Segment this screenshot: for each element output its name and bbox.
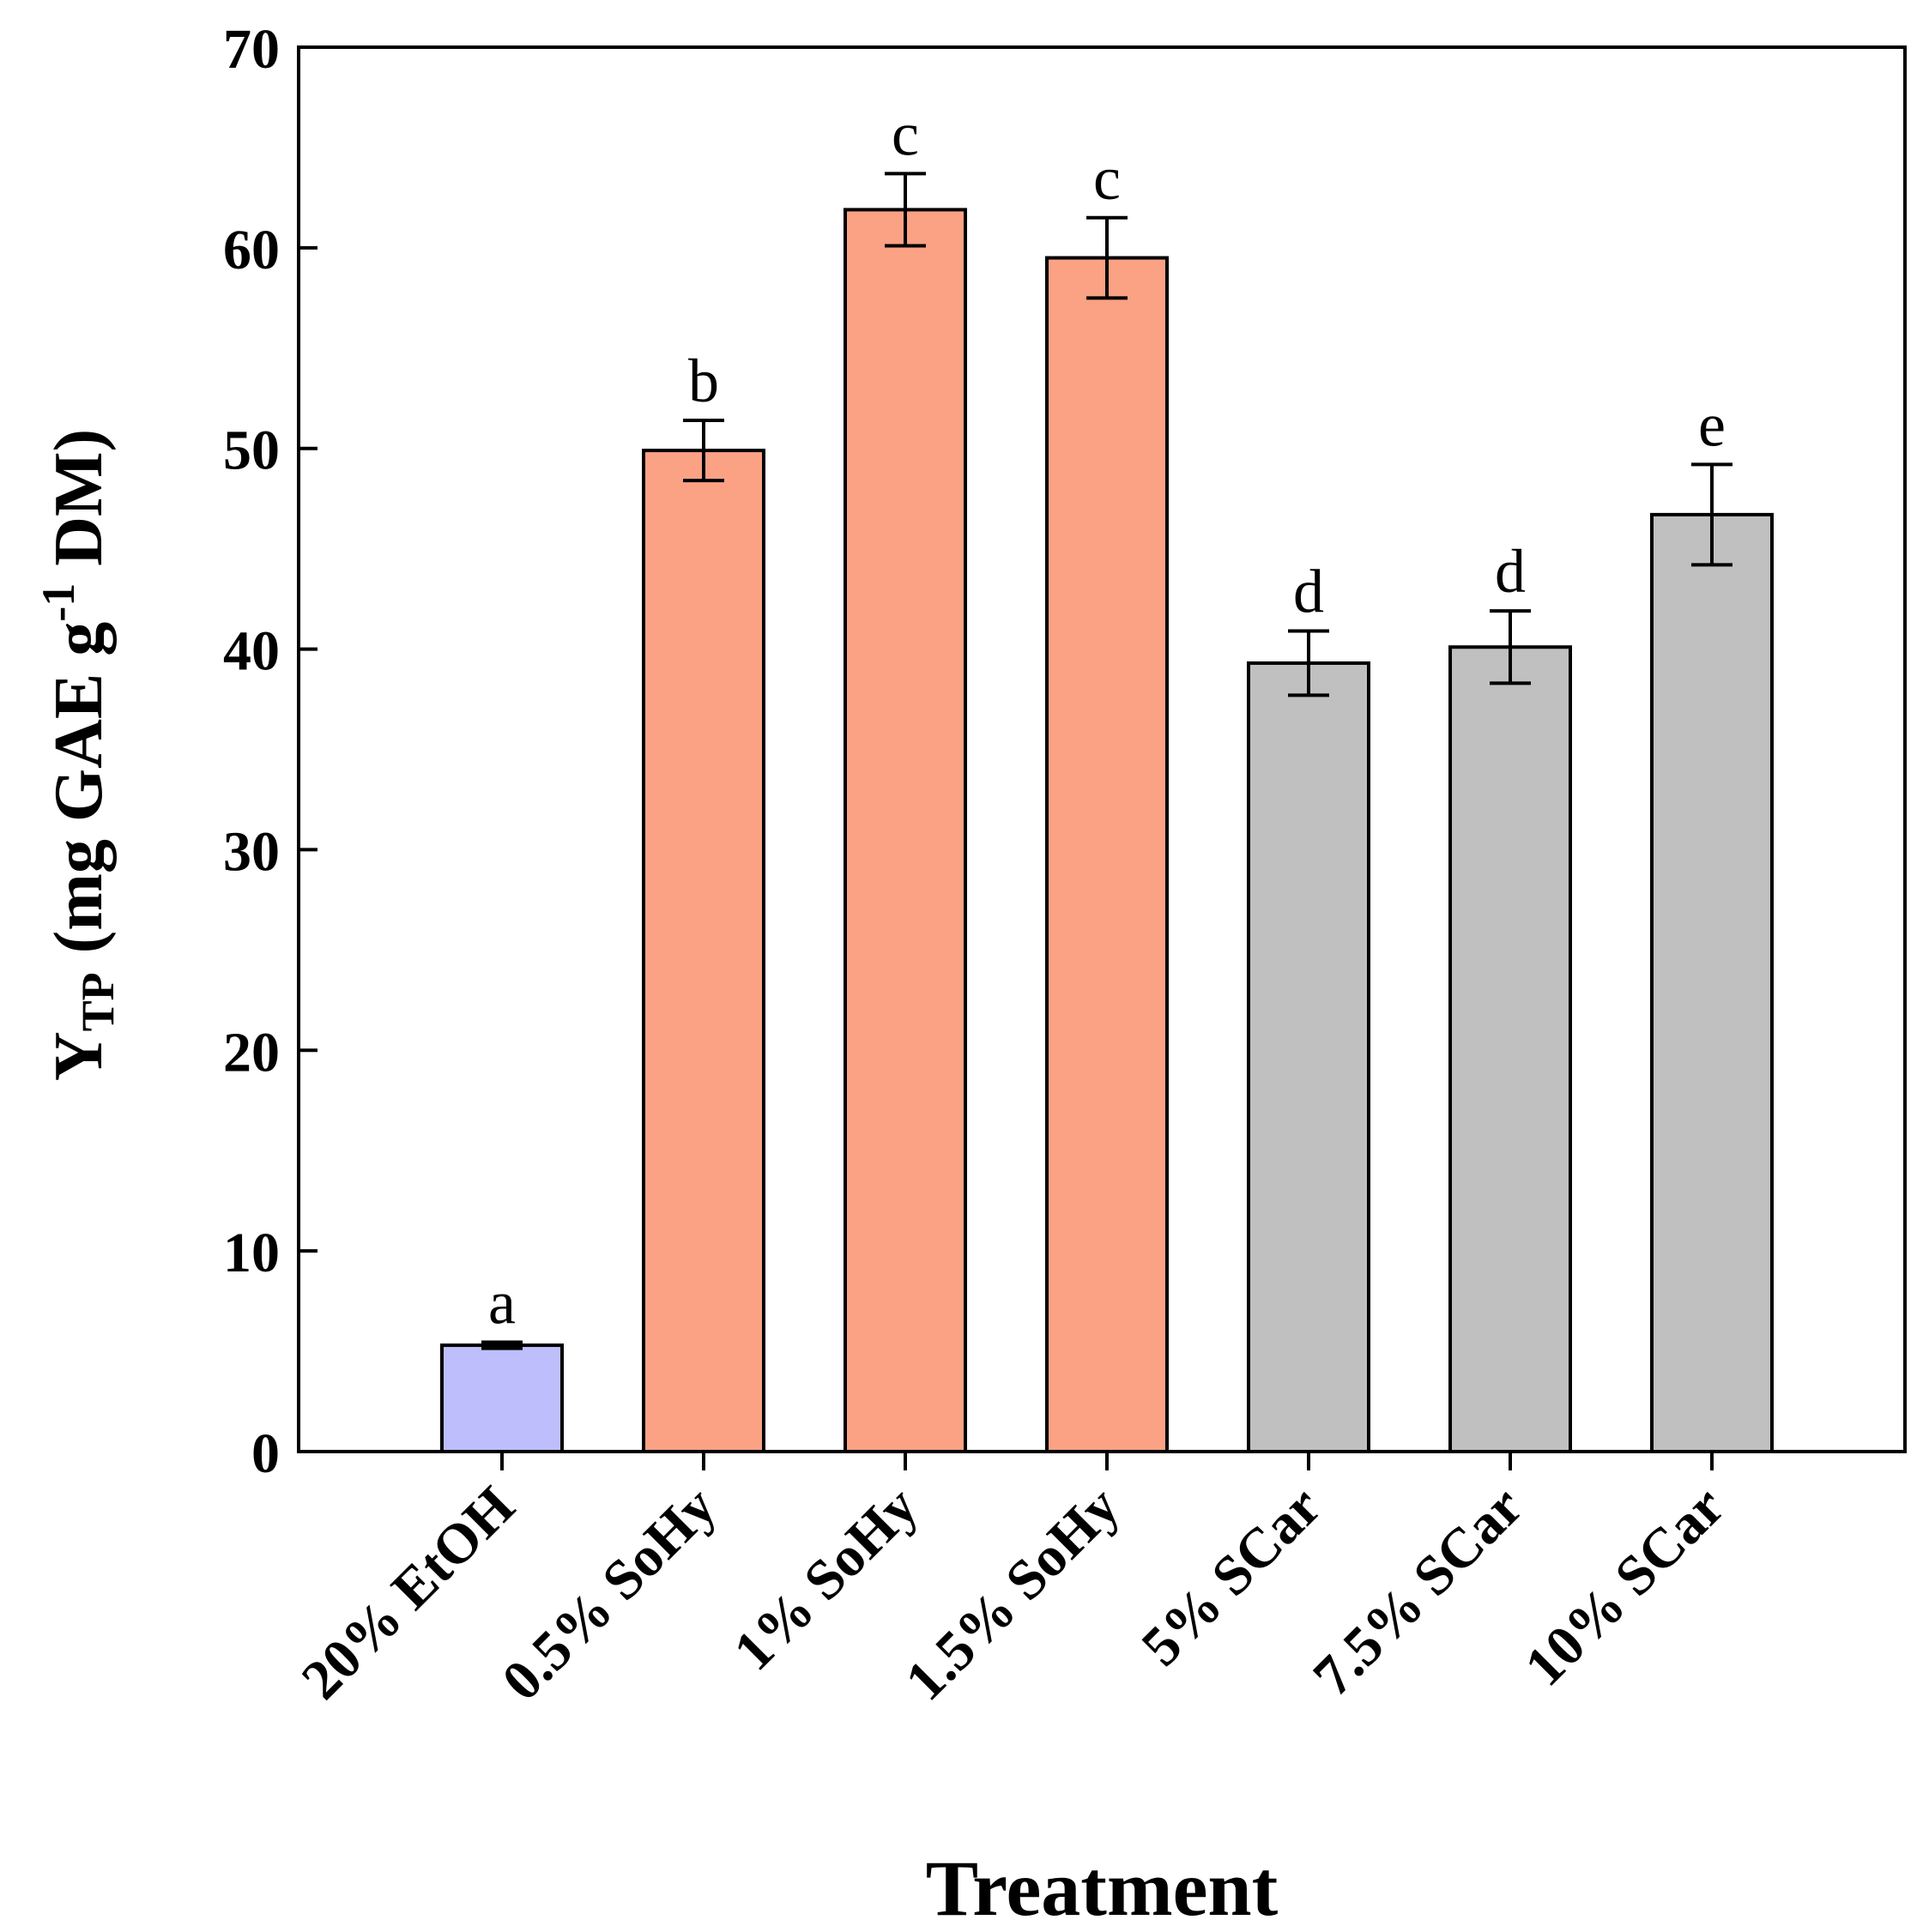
- significance-letters-group: a b c c d d e: [488, 100, 1726, 1337]
- x-tick-label: 1% SoHy: [722, 1475, 929, 1682]
- significance-letter: c: [1093, 144, 1121, 213]
- y-axis-title-units: (mg GAE g: [41, 622, 117, 954]
- y-tick-label: 0: [251, 1422, 280, 1485]
- bar: [844, 208, 967, 1453]
- y-axis-title: YTP (mg GAE g-1 DM): [33, 429, 124, 1081]
- y-axis-title-units-suffix: DM): [41, 429, 117, 583]
- y-axis-title-main: Y: [41, 1031, 117, 1081]
- error-bars-group: [481, 172, 1732, 1350]
- y-axis-ticks: 0 10 20 30 40 50 60 70: [223, 18, 317, 1485]
- y-axis-title-subscript: TP: [72, 972, 124, 1031]
- y-tick-label: 20: [223, 1021, 280, 1084]
- x-tick-label: 1.5% SoHy: [893, 1475, 1131, 1712]
- significance-letter: c: [892, 100, 919, 168]
- x-tick-label: 20% EtOH: [290, 1475, 527, 1712]
- bar: [1045, 256, 1169, 1453]
- significance-letter: d: [1495, 537, 1526, 606]
- bar: [1448, 645, 1572, 1453]
- x-axis-title: Treatment: [926, 1844, 1279, 1932]
- x-tick-label: 5% SCar: [1130, 1475, 1333, 1678]
- bar: [1247, 661, 1370, 1453]
- bar: [642, 449, 765, 1453]
- y-tick-label: 10: [223, 1222, 280, 1284]
- y-tick-label: 40: [223, 620, 280, 683]
- significance-letter: a: [488, 1269, 516, 1337]
- y-tick-label: 70: [223, 18, 280, 81]
- x-tick-label: 7.5% SCar: [1302, 1475, 1535, 1708]
- significance-letter: b: [688, 347, 719, 415]
- y-axis-title-superscript: -1: [33, 583, 84, 622]
- y-tick-label: 50: [223, 420, 280, 482]
- y-tick-label: 60: [223, 219, 280, 281]
- y-tick-label: 30: [223, 820, 280, 883]
- significance-letter: d: [1293, 558, 1324, 626]
- bar: [440, 1343, 564, 1453]
- x-tick-label: 0.5% SoHy: [490, 1475, 728, 1712]
- bar: [1650, 512, 1774, 1454]
- x-tick-label: 10% SCar: [1513, 1475, 1736, 1698]
- bars-group: [440, 208, 1774, 1454]
- significance-letter: e: [1698, 390, 1726, 459]
- x-axis-ticks: [500, 1452, 1714, 1470]
